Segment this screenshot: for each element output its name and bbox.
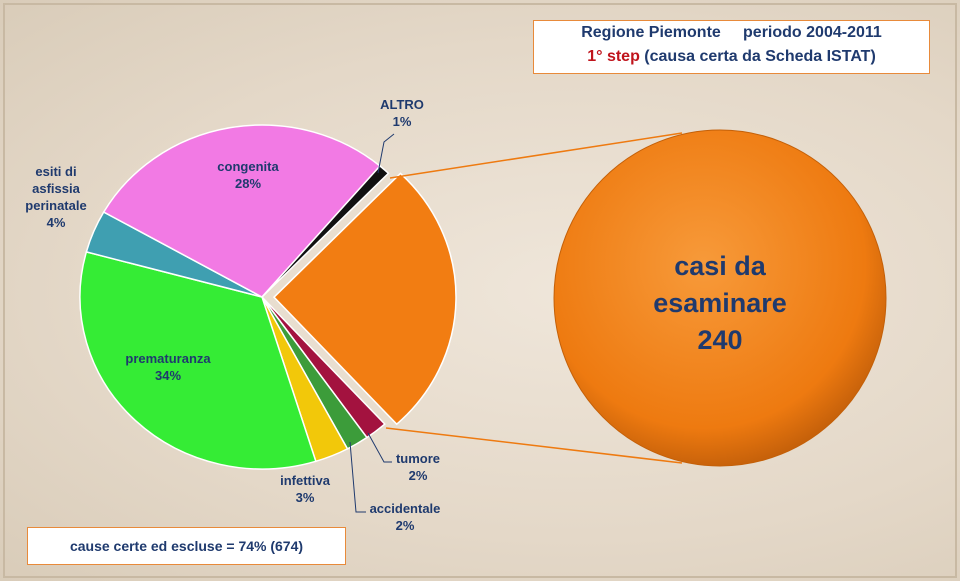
zoom-line	[385, 427, 683, 464]
slice-label: congenita 28%	[203, 158, 293, 192]
step: 1° step	[587, 48, 640, 65]
slice-value: 1%	[392, 114, 412, 129]
zoom-line	[389, 132, 683, 179]
slice-value: 4%	[46, 215, 66, 230]
slice-label: prematuranza 34%	[113, 350, 223, 384]
slice-label: esiti di asfissia perinatale 4%	[16, 163, 96, 231]
slice-name: esiti di asfissia perinatale	[25, 164, 87, 213]
leader-line	[349, 441, 366, 513]
slice-name: tumore	[395, 451, 441, 466]
zoom-label: casi da esaminare 240	[620, 248, 820, 359]
leader-line	[367, 432, 392, 463]
leader-line	[377, 133, 395, 174]
pie	[79, 124, 457, 470]
pie-slice	[272, 172, 457, 426]
slice-value: 34%	[154, 368, 182, 383]
slice-label: accidentale 2%	[360, 500, 450, 534]
step-note: (causa certa da Scheda ISTAT)	[644, 48, 876, 65]
slice-name: congenita	[217, 159, 279, 174]
slice-label: ALTRO 1%	[372, 96, 432, 130]
slice-value: 2%	[395, 518, 415, 533]
zoom-circle	[553, 129, 887, 467]
slice-value: 3%	[295, 490, 315, 505]
slice-label: tumore 2%	[378, 450, 458, 484]
annotation-box: cause certe ed escluse = 74% (674)	[27, 527, 346, 565]
zoom-text: casi da esaminare	[653, 251, 787, 318]
frame	[3, 3, 957, 578]
pie-slice	[79, 250, 317, 470]
slice-name: ALTRO	[380, 97, 424, 112]
title-box: Regione Piemonte periodo 2004-2011 1° st…	[533, 20, 930, 74]
title: Regione Piemonte	[581, 24, 721, 41]
slice-name: infettiva	[280, 473, 330, 488]
pie-slice	[261, 164, 390, 298]
pie-slice	[102, 124, 382, 298]
slice-label: infettiva 3%	[265, 472, 345, 506]
subtitle: periodo 2004-2011	[743, 24, 882, 41]
slice-value: 28%	[234, 176, 262, 191]
zoom-value: 240	[697, 325, 743, 355]
slice-name: prematuranza	[125, 351, 211, 366]
slice-name: accidentale	[369, 501, 441, 516]
slice-value: 2%	[408, 468, 428, 483]
